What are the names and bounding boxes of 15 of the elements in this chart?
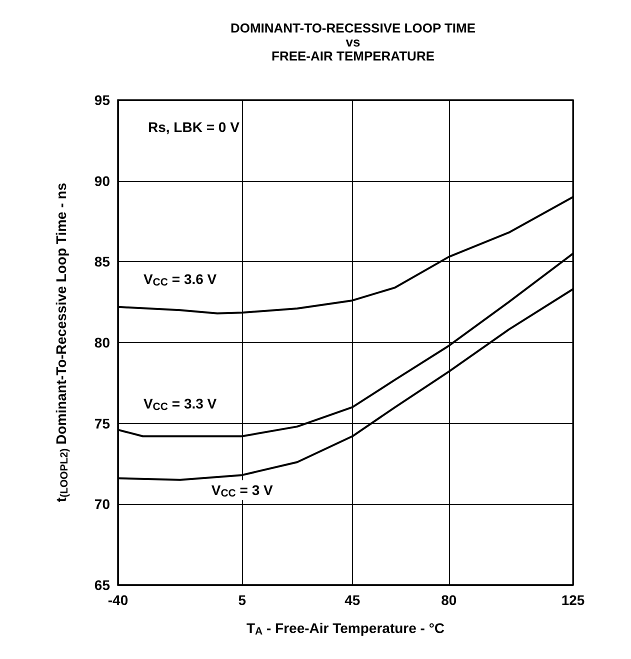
x-tick-label: 80 — [441, 592, 457, 608]
x-tick-label: 5 — [238, 592, 246, 608]
annotation: Rs, LBK = 0 V — [148, 119, 240, 135]
y-tick-label: 65 — [94, 577, 110, 593]
x-tick-label: -40 — [108, 592, 128, 608]
y-tick-label: 90 — [94, 172, 110, 189]
y-tick-label: 85 — [94, 254, 110, 270]
y-tick-label: 95 — [94, 92, 110, 108]
y-axis-title: t(LOOPL2) Dominant-To-Recessive Loop Time - ns — [53, 182, 70, 502]
chart-title: DOMINANT-TO-RECESSIVE LOOP TIME vs FREE-AIR TEMPERATURE — [230, 20, 476, 64]
x-tick-label: 45 — [344, 592, 360, 608]
y-tick-label: 80 — [94, 334, 110, 350]
y-tick-label: 70 — [94, 496, 110, 512]
x-tick-label: 125 — [561, 592, 585, 608]
y-tick-label: 75 — [94, 415, 110, 432]
